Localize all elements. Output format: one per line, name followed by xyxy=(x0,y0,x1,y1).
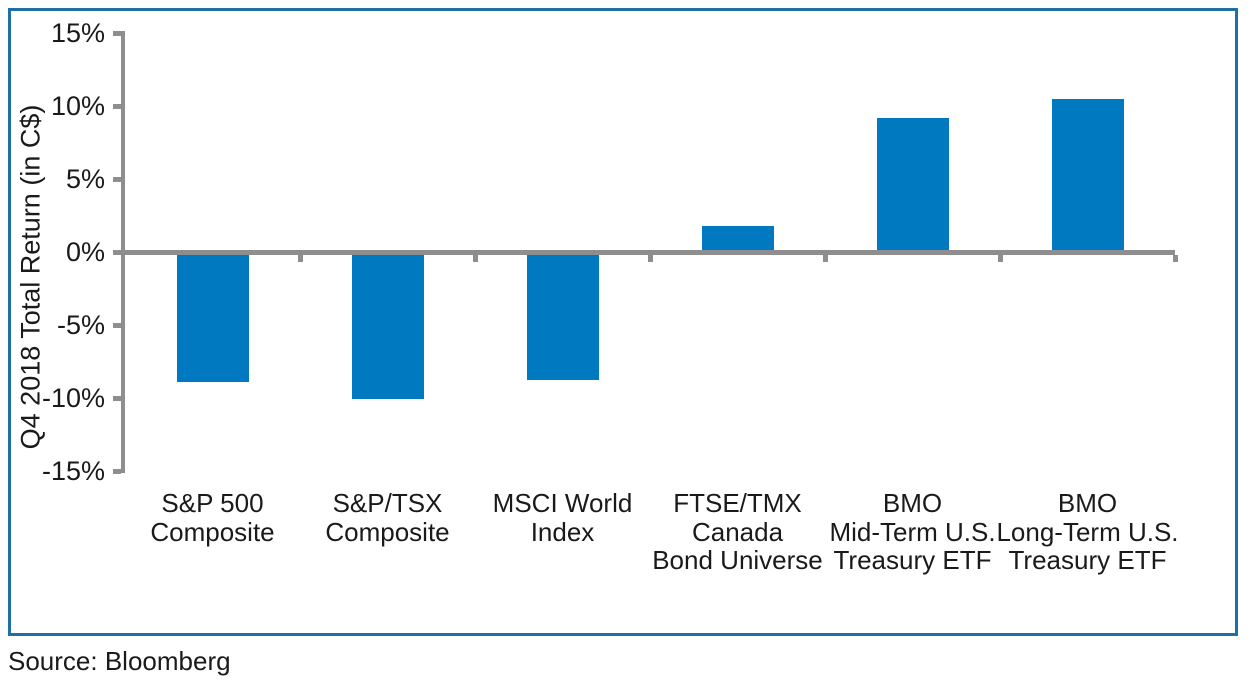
x-category-label: BMO Long-Term U.S. Treasury ETF xyxy=(996,488,1179,575)
x-axis-line xyxy=(121,249,1175,255)
y-tick-label: -10% xyxy=(41,383,105,413)
bar xyxy=(176,252,249,382)
x-tick-mark xyxy=(997,254,1003,262)
y-tick-mark xyxy=(113,176,121,182)
y-tick-label: 15% xyxy=(50,18,105,48)
x-tick-mark xyxy=(647,254,653,262)
x-tick-mark xyxy=(297,254,303,262)
y-tick-label: 5% xyxy=(65,164,105,194)
x-category-label: S&P 500 Composite xyxy=(150,488,275,547)
bar xyxy=(876,117,949,252)
x-category-label: BMO Mid-Term U.S. Treasury ETF xyxy=(829,488,996,575)
y-tick-mark xyxy=(113,468,121,474)
y-tick-mark xyxy=(113,103,121,109)
y-tick-mark xyxy=(113,395,121,401)
bar xyxy=(351,252,424,400)
bar xyxy=(701,225,774,252)
y-tick-mark xyxy=(113,249,121,255)
bar xyxy=(526,252,599,381)
x-tick-mark xyxy=(822,254,828,262)
x-tick-mark xyxy=(472,254,478,262)
y-tick-label: 0% xyxy=(65,237,105,267)
x-category-label: MSCI World Index xyxy=(492,488,633,547)
source-note: Source: Bloomberg xyxy=(8,646,231,676)
x-category-label: FTSE/TMX Canada Bond Universe xyxy=(652,488,823,575)
y-tick-mark xyxy=(113,322,121,328)
y-tick-mark xyxy=(113,30,121,36)
bar xyxy=(1051,98,1124,252)
y-tick-label: 10% xyxy=(50,91,105,121)
y-tick-label: -5% xyxy=(56,310,105,340)
x-tick-mark xyxy=(1172,254,1178,262)
y-tick-label: -15% xyxy=(41,456,105,486)
x-category-label: S&P/TSX Composite xyxy=(325,488,450,547)
